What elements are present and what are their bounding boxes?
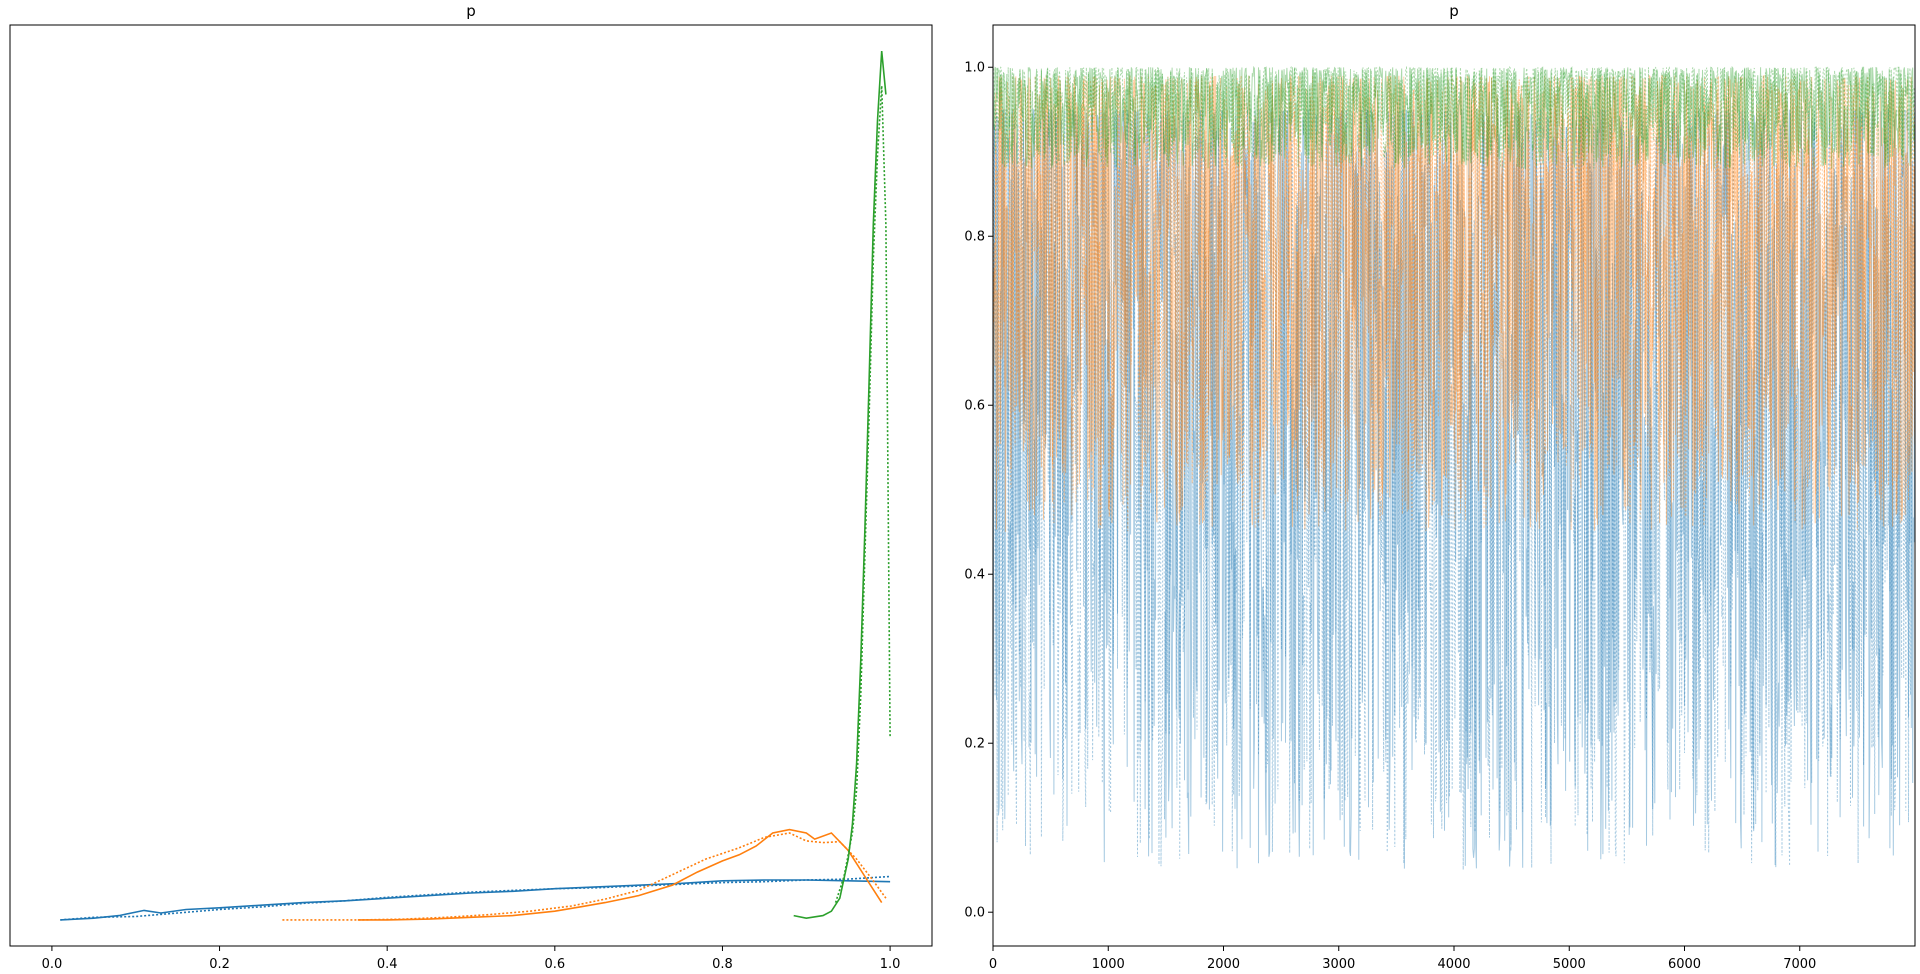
kde-line-1: [60, 879, 891, 921]
trace-x-tick-label: 2000: [1207, 957, 1240, 972]
trace-x-tick-label: 3000: [1322, 957, 1355, 972]
trace-panel: p 0 1000 2000 3000 4000 5000 6000 7000 0.00.20.…: [964, 2, 1916, 972]
trace-y-tick-label: 0.2: [964, 737, 985, 752]
kde-x-tick-label: 0.0: [42, 957, 63, 972]
trace-x-tick-label: 7000: [1783, 957, 1816, 972]
trace-y-tick-label: 0.0: [964, 906, 985, 921]
trace-y-ticks: 0.0 0.2 0.4 0.6 0.8 1.0: [964, 61, 993, 921]
kde-x-tick-label: 0.8: [712, 957, 733, 972]
kde-line-6: [834, 85, 891, 903]
kde-x-tick-label: 0.6: [544, 957, 565, 972]
trace-line-5: [992, 65, 1916, 170]
kde-x-tick-label: 0.4: [377, 957, 398, 972]
trace-line-4: [992, 74, 1916, 532]
kde-line-2: [60, 875, 891, 921]
trace-line-1: [992, 108, 1916, 869]
kde-x-tick-label: 1.0: [880, 957, 901, 972]
trace-line-3: [992, 74, 1916, 532]
trace-x-tick-label: 0: [989, 957, 997, 972]
trace-line-6: [992, 65, 1916, 169]
trace-x-tick-label: 5000: [1553, 957, 1586, 972]
kde-x-tick-label: 0.2: [209, 957, 230, 972]
kde-panel-title: p: [466, 2, 476, 20]
kde-axes-frame: [9, 24, 933, 947]
kde-line-3: [357, 828, 883, 921]
trace-series-group: [992, 65, 1916, 870]
trace-y-tick-label: 1.0: [964, 61, 985, 76]
kde-line-5: [793, 51, 887, 920]
kde-x-ticks: 0.0 0.2 0.4 0.6 0.8 1.0: [42, 946, 901, 972]
trace-y-tick-label: 0.4: [964, 568, 985, 583]
trace-panel-title: p: [1449, 2, 1459, 20]
kde-series-group: [60, 51, 891, 921]
kde-panel: p 0.0 0.2 0.4 0.6 0.8 1.0: [9, 2, 933, 972]
trace-x-tick-label: 4000: [1437, 957, 1470, 972]
trace-y-tick-label: 0.8: [964, 230, 985, 245]
trace-x-ticks: 0 1000 2000 3000 4000 5000 6000 7000: [989, 946, 1816, 972]
trace-x-tick-label: 6000: [1668, 957, 1701, 972]
trace-y-tick-label: 0.6: [964, 399, 985, 414]
trace-x-tick-label: 1000: [1092, 957, 1125, 972]
